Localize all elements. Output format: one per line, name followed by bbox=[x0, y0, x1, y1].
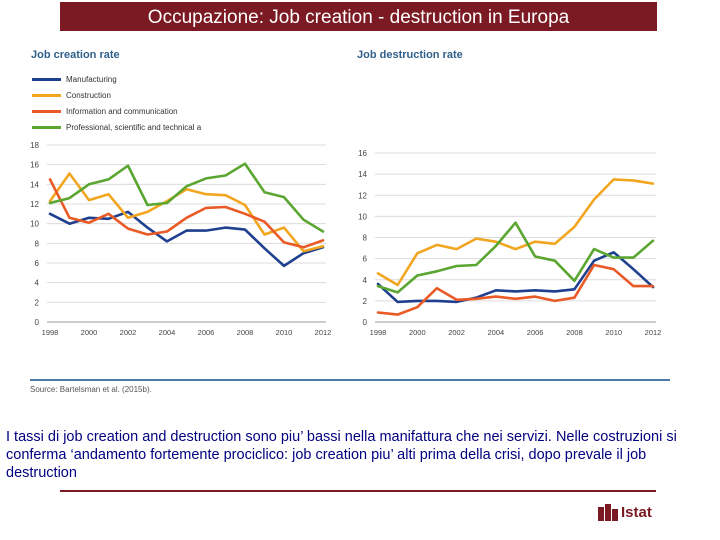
y-tick-label: 0 bbox=[363, 318, 368, 327]
slide-title: Occupazione: Job creation - destruction … bbox=[60, 2, 657, 31]
y-tick-label: 6 bbox=[35, 259, 40, 268]
creation-chart-title: Job creation rate bbox=[31, 49, 120, 61]
y-tick-label: 10 bbox=[358, 212, 367, 221]
x-tick-label: 2000 bbox=[409, 328, 426, 337]
legend-label: Manufacturing bbox=[66, 74, 117, 84]
legend-item: Information and communication bbox=[32, 103, 201, 119]
y-tick-label: 16 bbox=[30, 161, 39, 170]
y-tick-label: 14 bbox=[358, 170, 367, 179]
series-line-construction bbox=[376, 178, 655, 287]
legend-item: Construction bbox=[32, 87, 201, 103]
y-tick-label: 2 bbox=[35, 298, 40, 307]
x-tick-label: 2002 bbox=[448, 328, 465, 337]
y-tick-label: 12 bbox=[358, 191, 367, 200]
y-tick-label: 2 bbox=[363, 297, 368, 306]
x-tick-label: 2008 bbox=[566, 328, 583, 337]
x-tick-label: 1998 bbox=[370, 328, 387, 337]
x-tick-label: 2004 bbox=[159, 328, 176, 337]
legend-label: Information and communication bbox=[66, 106, 178, 116]
legend-label: Professional, scientific and technical a bbox=[66, 122, 202, 132]
legend-swatch bbox=[32, 109, 61, 113]
legend-item: Professional, scientific and technical a bbox=[32, 119, 201, 135]
x-tick-label: 2012 bbox=[645, 328, 662, 337]
legend-swatch bbox=[32, 93, 61, 97]
y-tick-label: 4 bbox=[363, 276, 368, 285]
y-tick-label: 10 bbox=[30, 220, 39, 229]
y-tick-label: 4 bbox=[35, 279, 40, 288]
x-tick-label: 2004 bbox=[488, 328, 505, 337]
x-tick-label: 2006 bbox=[527, 328, 544, 337]
chart-legend: Manufacturing Construction Information a… bbox=[32, 71, 201, 135]
legend-item: Manufacturing bbox=[32, 71, 201, 87]
series-line-professional-scientific-and-technical-a bbox=[48, 162, 325, 233]
y-tick-label: 6 bbox=[363, 255, 368, 264]
y-tick-label: 8 bbox=[35, 239, 40, 248]
y-tick-label: 16 bbox=[358, 149, 367, 158]
y-tick-label: 18 bbox=[30, 141, 39, 150]
series-line-construction bbox=[48, 172, 325, 253]
commentary-text: I tassi di job creation and destruction … bbox=[6, 429, 677, 481]
series-line-professional-scientific-and-technical-a bbox=[376, 221, 655, 294]
x-tick-label: 2010 bbox=[605, 328, 622, 337]
source-divider bbox=[30, 379, 670, 381]
source-note: Source: Bartelsman et al. (2015b). bbox=[30, 385, 152, 394]
series-line-manufacturing bbox=[376, 251, 655, 304]
x-tick-label: 2012 bbox=[315, 328, 332, 337]
y-tick-label: 0 bbox=[35, 318, 40, 327]
y-tick-label: 12 bbox=[30, 200, 39, 209]
legend-swatch bbox=[32, 77, 61, 81]
x-tick-label: 2008 bbox=[237, 328, 254, 337]
legend-swatch bbox=[32, 125, 61, 129]
series-line-manufacturing bbox=[48, 210, 325, 268]
y-tick-label: 14 bbox=[30, 180, 39, 189]
legend-label: Construction bbox=[66, 90, 111, 100]
istat-logo-icon bbox=[598, 504, 618, 521]
x-tick-label: 1998 bbox=[42, 328, 59, 337]
destruction-chart-title: Job destruction rate bbox=[357, 49, 463, 61]
istat-logo: Istat bbox=[598, 504, 652, 521]
x-tick-label: 2002 bbox=[120, 328, 137, 337]
y-tick-label: 8 bbox=[363, 234, 368, 243]
x-tick-label: 2006 bbox=[198, 328, 215, 337]
series-line-information-and-communication bbox=[376, 263, 655, 316]
x-tick-label: 2010 bbox=[276, 328, 293, 337]
series-line-information-and-communication bbox=[48, 178, 325, 249]
istat-logo-text: Istat bbox=[621, 504, 652, 521]
commentary-divider bbox=[60, 490, 656, 492]
x-tick-label: 2000 bbox=[81, 328, 98, 337]
